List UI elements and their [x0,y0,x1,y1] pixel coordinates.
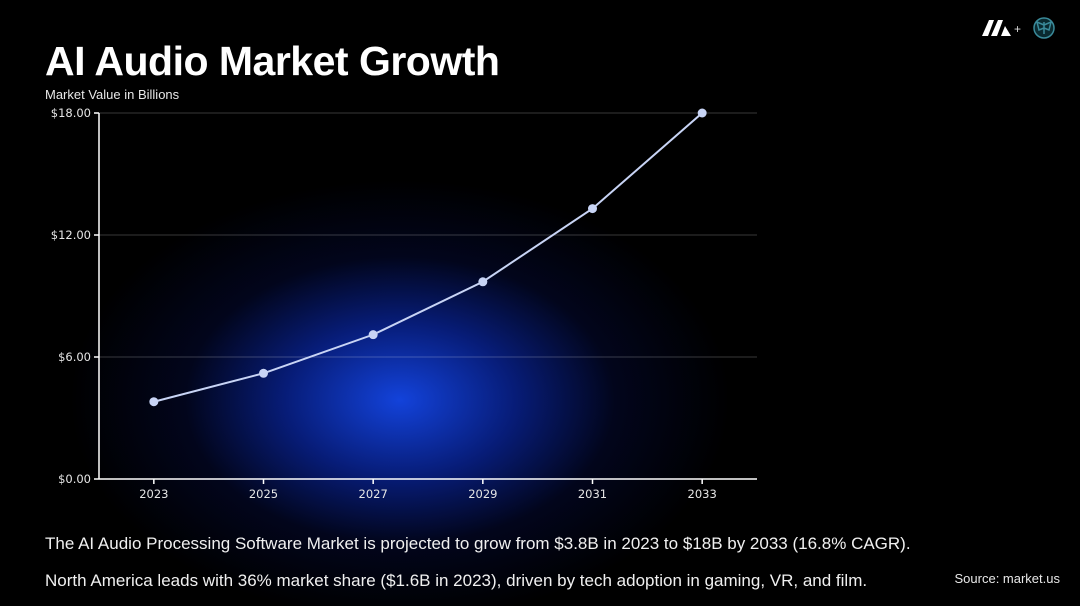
plus-sign: + [1014,22,1021,36]
data-point-2025 [259,368,268,378]
y-tick-label: $18.00 [51,106,91,120]
series-line [153,112,703,403]
butterfly-icon [1033,17,1055,39]
x-tick-label: 2033 [688,487,717,501]
x-tick-label: 2031 [578,487,607,501]
brand-logo: + [982,17,1055,39]
data-point-2033 [697,108,707,118]
data-point-2027 [368,330,378,340]
data-point-2023 [149,397,159,407]
m-logo-icon [982,20,1011,36]
y-tick-label: $6.00 [58,350,91,364]
x-tick-label: 2025 [249,487,278,501]
y-axis-label: Market Value in Billions [45,87,180,102]
data-point-2031 [588,204,597,214]
y-tick-label: $12.00 [51,228,91,242]
x-tick-label: 2027 [359,487,388,501]
description-line-2: North America leads with 36% market shar… [45,571,868,590]
page-title: AI Audio Market Growth [45,38,500,84]
source-label: Source: market.us [954,571,1061,586]
data-point-2029 [478,277,488,287]
y-tick-label: $0.00 [58,472,91,486]
description-line-1: The AI Audio Processing Software Market … [45,534,911,553]
x-tick-label: 2023 [139,487,168,501]
x-tick-label: 2029 [468,487,497,501]
